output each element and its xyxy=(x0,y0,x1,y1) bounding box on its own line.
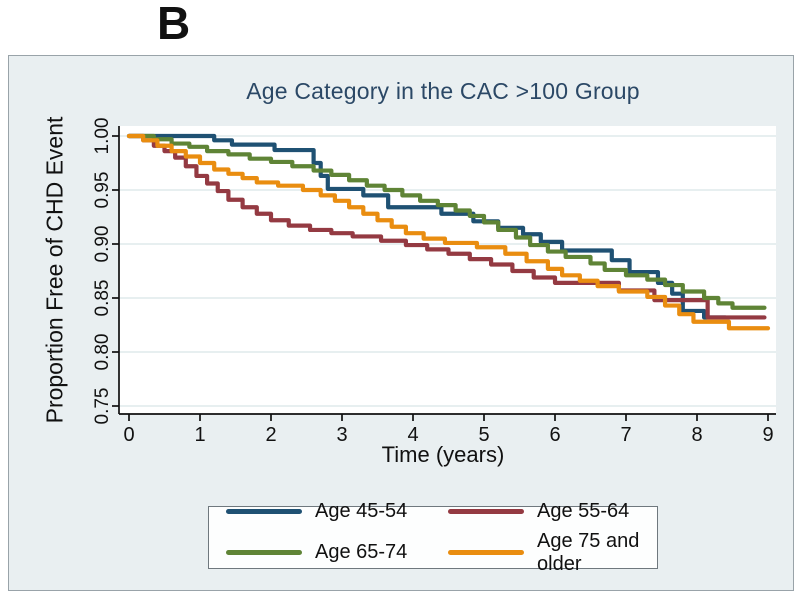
legend-item-age-45-54: Age 45-54 xyxy=(226,500,448,523)
y-tick-label: 0.75 xyxy=(92,388,113,425)
legend-label: Age 55-64 xyxy=(537,499,630,522)
legend-label: Age 75 and older xyxy=(537,529,640,575)
legend-item-age-75-and-older: Age 75 and older xyxy=(448,530,657,576)
legend-line-age-45-54 xyxy=(226,508,302,514)
x-tick-label: 3 xyxy=(336,424,347,446)
legend-line-age-75-and-older xyxy=(448,550,524,555)
legend-label: Age 65-74 xyxy=(315,541,408,563)
legend-item-age-65-74: Age 65-74 xyxy=(226,530,448,576)
series-age-65-74 xyxy=(126,133,767,310)
x-tick-label: 8 xyxy=(691,424,702,446)
chart-title: Age Category in the CAC >100 Group xyxy=(246,78,640,104)
legend: Age 45-54 Age 55-64 Age 65-74 Age 75 and… xyxy=(208,500,658,575)
y-tick-label: 0.80 xyxy=(92,334,113,371)
x-tick-label: 6 xyxy=(549,424,560,446)
x-tick-label: 9 xyxy=(762,424,773,446)
x-axis-title: Time (years) xyxy=(381,442,505,467)
y-tick-label: 0.95 xyxy=(92,172,113,209)
x-tick-label: 0 xyxy=(123,424,134,446)
legend-line-age-65-74 xyxy=(226,550,302,555)
y-tick-label: 0.90 xyxy=(92,226,113,263)
x-tick-label: 2 xyxy=(265,424,276,446)
x-tick-label: 4 xyxy=(407,424,418,446)
x-tick-label: 5 xyxy=(478,424,489,446)
figure: Age Category in the CAC >100 Group Propo… xyxy=(8,55,794,591)
legend-line-age-55-64 xyxy=(448,508,524,514)
survival-chart: 1.00 0.95 0.90 0.85 0.80 0.75 0 1 2 3 4 5 6 7 8 9 xyxy=(92,118,776,446)
series-age-55-64 xyxy=(126,133,767,320)
legend-label: Age 45-54 xyxy=(315,499,408,522)
legend-item-age-55-64: Age 55-64 xyxy=(448,500,657,523)
panel-label: B xyxy=(157,0,191,49)
y-tick-label: 0.85 xyxy=(92,280,113,317)
x-tick-label: 7 xyxy=(620,424,631,446)
x-tick-label: 1 xyxy=(194,424,205,446)
series-age-75-and-older xyxy=(126,133,771,331)
y-tick-label: 1.00 xyxy=(92,118,113,155)
